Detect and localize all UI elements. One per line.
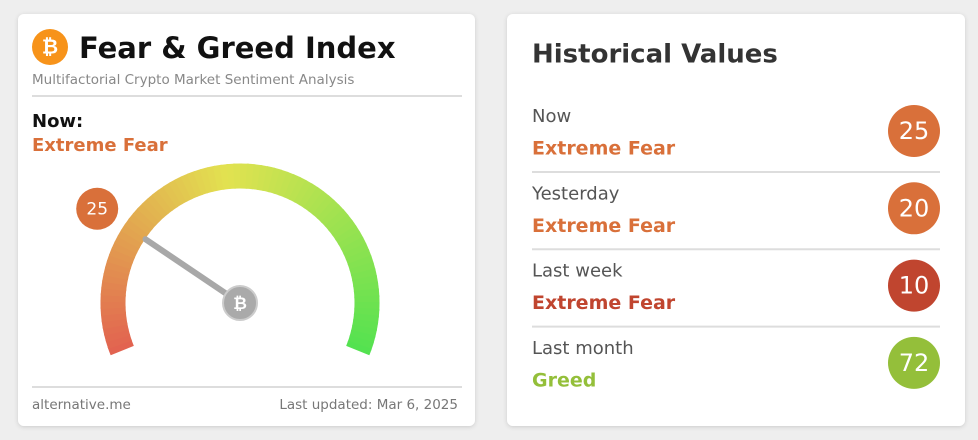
row-classification: Extreme Fear [532,292,676,314]
gauge-title: Fear & Greed Index [79,31,396,65]
gauge-subtitle: Multifactorial Crypto Market Sentiment A… [32,72,354,88]
bitcoin-symbol: ₿ [42,35,58,59]
history-title: Historical Values [532,40,778,70]
row-label: Last month [532,338,634,359]
row-classification: Greed [532,369,596,391]
needle [142,236,243,306]
row-classification: Extreme Fear [532,215,676,237]
row-value-circle [888,336,940,389]
row-value: 20 [899,194,930,222]
row-value: 25 [899,117,930,145]
row-value-circle [888,259,940,312]
history-card [507,14,965,426]
bitcoin-icon [32,29,68,65]
gauge: ₿ 25 [76,163,380,356]
row-value: 10 [899,272,930,300]
row-value-circle [888,105,940,157]
row-classification: Extreme Fear [532,138,676,160]
value-badge [76,187,119,230]
history-rows: Now Extreme Fear 25 Yesterday Extreme Fear 20… [531,105,940,391]
row-label: Now [532,106,571,127]
value-badge-text: 25 [86,200,108,220]
gauge-arc [346,340,372,356]
row-label: Yesterday [531,183,620,204]
row-label: Last week [532,261,623,282]
source: alternative.me [32,397,131,413]
hub-symbol: ₿ [233,294,247,314]
row-value: 72 [899,349,930,377]
needle-hub [222,285,258,321]
now-label: Now: [32,111,83,132]
row-value-circle [888,182,940,235]
now-classification: Extreme Fear [32,135,168,156]
last-updated: Last updated: Mar 6, 2025 [279,397,458,413]
